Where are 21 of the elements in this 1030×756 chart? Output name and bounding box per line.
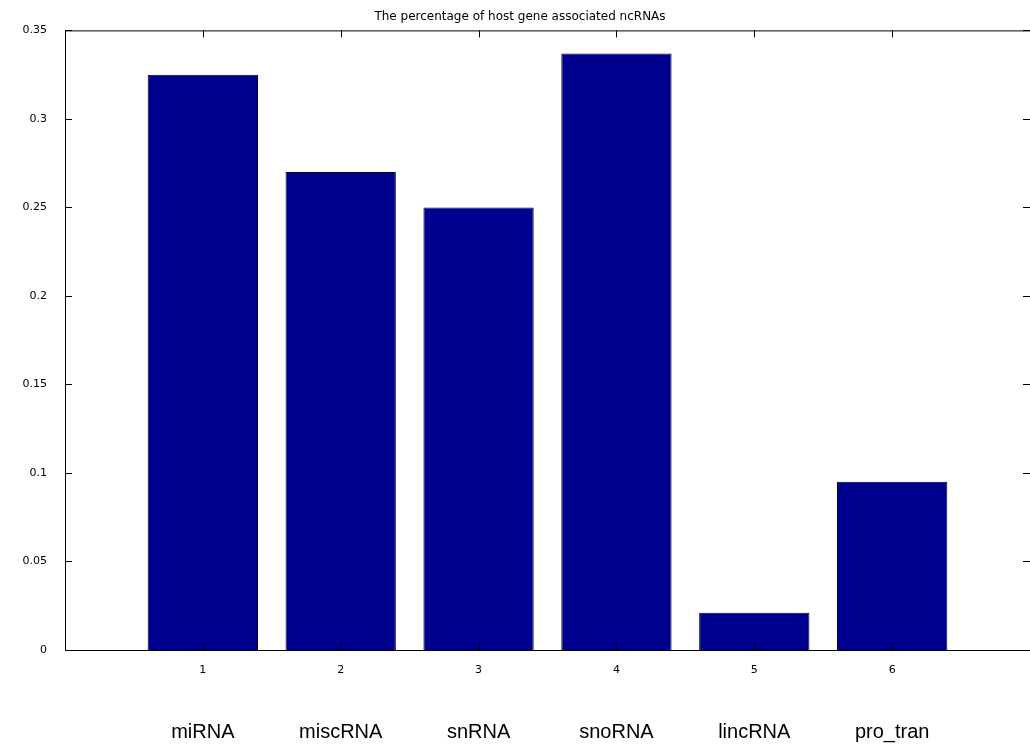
- y-tick-label: 0.25: [22, 200, 47, 214]
- y-tick-label: 0.3: [29, 111, 47, 125]
- text: snRNA: [446, 719, 511, 742]
- y-tick-label: 0.15: [22, 377, 47, 391]
- y-tick-label: 0: [40, 642, 47, 656]
- y-tick-label: 0.2: [29, 288, 47, 302]
- text: miscRNA: [299, 719, 384, 742]
- text: lincRNA: [718, 719, 792, 742]
- chart-title: The percentage of host gene associated ncRNAs: [373, 9, 666, 24]
- y-tick-label: 0.35: [22, 23, 47, 37]
- x-tick-label: 1: [199, 663, 207, 677]
- x-tick-label: 6: [888, 663, 896, 677]
- x-tick-label: 5: [750, 663, 758, 677]
- y-tick-label: 0.05: [22, 554, 47, 568]
- x-tick-label: 3: [475, 663, 483, 677]
- x-tick-label: 2: [337, 663, 345, 677]
- text: snoRNA: [579, 719, 655, 742]
- text: miRNA: [171, 719, 236, 742]
- text: pro_tran: [854, 719, 930, 743]
- y-tick-label: 0.1: [29, 465, 47, 479]
- x-tick-label: 4: [612, 663, 620, 677]
